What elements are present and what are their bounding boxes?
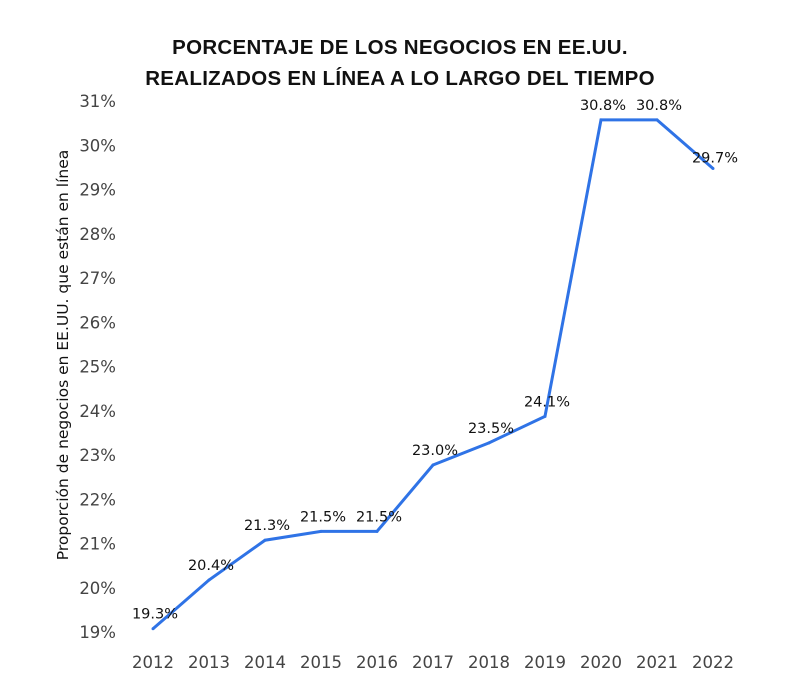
y-tick-label: 31%: [79, 92, 116, 111]
series-line: [152, 118, 714, 630]
y-tick-label: 29%: [79, 181, 116, 200]
x-tick-label: 2013: [188, 653, 230, 672]
data-point: [319, 529, 323, 533]
data-point: [431, 463, 435, 467]
data-point: [207, 578, 211, 582]
x-tick-label: 2016: [356, 653, 398, 672]
data-point: [711, 167, 715, 171]
y-tick-label: 21%: [79, 535, 116, 554]
x-tick-label: 2014: [244, 653, 286, 672]
y-tick-label: 30%: [79, 136, 116, 155]
y-axis-ticks: 19% 20% 21% 22% 23% 24% 25% 26% 27% 28% 29% 30% 31%: [79, 92, 116, 642]
y-tick-label: 25%: [79, 358, 116, 377]
y-tick-label: 27%: [79, 269, 116, 288]
x-tick-label: 2022: [692, 653, 734, 672]
y-tick-label: 26%: [79, 313, 116, 332]
data-point: [151, 627, 155, 631]
y-axis-label: Proporción de negocios en EE.UU. que est…: [54, 150, 72, 560]
data-label: 23.0%: [412, 443, 458, 459]
data-label: 21.5%: [356, 509, 402, 525]
y-tick-label: 23%: [79, 446, 116, 465]
chart-title-line-2: REALIZADOS EN LÍNEA A LO LARGO DEL TIEMP…: [145, 67, 655, 90]
x-tick-label: 2012: [132, 653, 174, 672]
y-tick-label: 22%: [79, 490, 116, 509]
chart-title-line-1: PORCENTAJE DE LOS NEGOCIOS EN EE.UU.: [172, 36, 628, 59]
data-label: 23.5%: [468, 421, 514, 437]
data-label: 24.1%: [524, 394, 570, 410]
data-point: [599, 118, 603, 122]
x-tick-label: 2017: [412, 653, 454, 672]
x-tick-label: 2019: [524, 653, 566, 672]
data-point: [263, 538, 267, 542]
data-label: 21.5%: [300, 509, 346, 525]
x-tick-label: 2021: [636, 653, 678, 672]
x-tick-label: 2018: [468, 653, 510, 672]
x-tick-label: 2020: [580, 653, 622, 672]
data-labels: 19.3% 20.4% 21.3% 21.5% 21.5% 23.0% 23.5% 24.1%…: [132, 98, 738, 631]
data-label: 20.4%: [188, 558, 234, 574]
y-tick-label: 20%: [79, 579, 116, 598]
data-label: 21.3%: [244, 518, 290, 534]
data-point: [543, 414, 547, 418]
y-tick-label: 28%: [79, 225, 116, 244]
data-label: 30.8%: [580, 98, 626, 114]
data-point: [655, 118, 659, 122]
x-axis-ticks: 2012 2013 2014 2015 2016 2017 2018 2019 2020 2021…: [132, 653, 734, 672]
x-tick-label: 2015: [300, 653, 342, 672]
data-label: 19.3%: [132, 607, 178, 623]
data-label: 29.7%: [692, 151, 738, 167]
y-tick-label: 24%: [79, 402, 116, 421]
y-tick-label: 19%: [79, 623, 116, 642]
data-point: [487, 441, 491, 445]
data-label: 30.8%: [636, 98, 682, 114]
data-point: [375, 529, 379, 533]
